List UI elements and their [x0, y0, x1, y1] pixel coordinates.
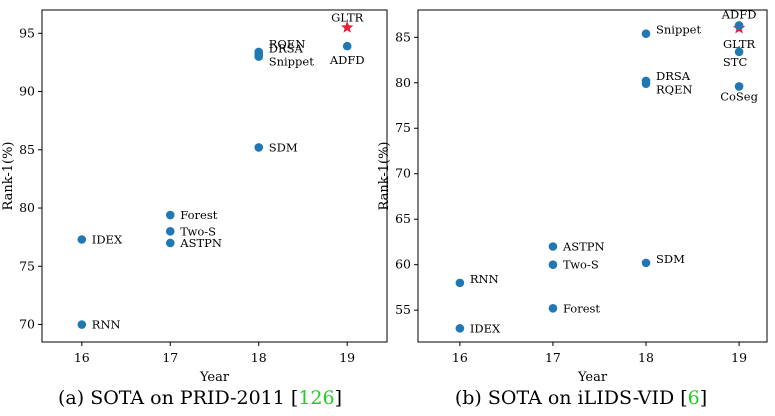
- point-label-astpn: ASTPN: [562, 239, 605, 253]
- point-label-two-s: Two-S: [563, 258, 599, 272]
- data-point-coseg: [734, 82, 744, 91]
- data-point-idex: [455, 324, 465, 333]
- x-tick-label: 17: [545, 350, 561, 365]
- x-tick-label: 19: [339, 350, 355, 365]
- citation-link[interactable]: 6: [688, 387, 700, 409]
- data-point-rnn: [455, 278, 465, 288]
- x-tick-label: 16: [452, 350, 468, 365]
- point-label-rqen: RQEN: [656, 83, 693, 97]
- point-label-gltr: GLTR: [723, 37, 756, 51]
- point-label-two-s: Two-S: [180, 224, 216, 238]
- y-tick-label: 90: [19, 84, 35, 99]
- y-tick-label: 65: [395, 211, 411, 226]
- point-label-drsa: DRSA: [269, 41, 304, 55]
- point-label-forest: Forest: [563, 301, 600, 315]
- point-label-snippet: Snippet: [269, 55, 314, 69]
- figure-caption: (b) SOTA on iLIDS-VID [6]: [455, 387, 707, 409]
- point-label-rnn: RNN: [92, 318, 121, 332]
- y-tick-label: 75: [19, 258, 35, 273]
- x-tick-label: 18: [251, 350, 267, 365]
- point-label-rnn: RNN: [470, 272, 499, 286]
- data-point-adfd: [342, 41, 352, 51]
- point-label-sdm: SDM: [656, 252, 685, 266]
- y-tick-label: 75: [395, 120, 411, 135]
- plot-frame: [41, 9, 388, 343]
- point-label-drsa: DRSA: [656, 69, 691, 83]
- point-label-coseg: CoSeg: [720, 89, 758, 103]
- point-label-gltr: GLTR: [331, 10, 364, 24]
- data-point-sdm: [641, 258, 651, 268]
- data-point-sdm: [254, 143, 264, 152]
- point-label-idex: IDEX: [92, 232, 123, 246]
- point-label-rqen: RQEN: [269, 37, 306, 51]
- y-tick-label: 85: [395, 29, 411, 44]
- data-point-idex: [77, 235, 87, 244]
- data-point-forest: [165, 210, 175, 220]
- y-tick-label: 85: [19, 142, 35, 157]
- y-tick-label: 70: [19, 317, 35, 332]
- x-tick-label: 17: [162, 350, 178, 365]
- data-point-astpn: [165, 238, 175, 248]
- data-point-astpn: [548, 242, 558, 251]
- data-point-drsa: [641, 76, 651, 86]
- point-label-adfd: ADFD: [721, 7, 757, 21]
- y-tick-label: 55: [395, 302, 411, 317]
- x-axis-label: Year: [577, 370, 608, 385]
- y-tick-label: 95: [19, 25, 35, 40]
- point-label-stc: STC: [723, 55, 748, 69]
- point-label-adfd: ADFD: [329, 53, 365, 67]
- y-tick-label: 80: [19, 200, 35, 215]
- data-point-snippet: [641, 29, 651, 38]
- data-point-adfd: [734, 21, 744, 30]
- data-point-snippet: [254, 52, 264, 61]
- chart-a: 16 17 18 19 70 75 80 85 90 95 Year Rank-1(%) RNN IDEX…: [1, 9, 388, 409]
- y-tick-label: 70: [395, 166, 411, 181]
- point-label-astpn: ASTPN: [179, 236, 222, 250]
- data-point-rnn: [77, 320, 87, 329]
- x-tick-label: 18: [638, 350, 654, 365]
- x-tick-label: 19: [731, 350, 747, 365]
- x-tick-label: 16: [74, 350, 90, 365]
- chart-b: 16 17 18 19 55 60 65 70 75 80 85 Year Rank-1(%) IDEX R…: [377, 7, 768, 409]
- x-axis-label: Year: [199, 370, 230, 385]
- point-label-idex: IDEX: [470, 321, 501, 335]
- citation-link[interactable]: 126: [298, 387, 334, 409]
- point-label-snippet: Snippet: [656, 23, 701, 37]
- data-point-two-s: [548, 260, 558, 269]
- data-point-gltr: [341, 20, 354, 33]
- figure-caption: (a) SOTA on PRID-2011 [126]: [58, 387, 342, 409]
- data-point-stc: [734, 47, 744, 57]
- y-axis-label: Rank-1(%): [1, 141, 16, 210]
- data-point-two-s: [165, 227, 175, 236]
- y-tick-label: 60: [395, 257, 411, 272]
- data-point-forest: [548, 304, 558, 313]
- point-label-sdm: SDM: [269, 140, 298, 154]
- y-tick-label: 80: [395, 75, 411, 90]
- plot-frame: [417, 9, 768, 343]
- point-label-forest: Forest: [180, 208, 217, 222]
- y-axis-label: Rank-1(%): [377, 141, 392, 210]
